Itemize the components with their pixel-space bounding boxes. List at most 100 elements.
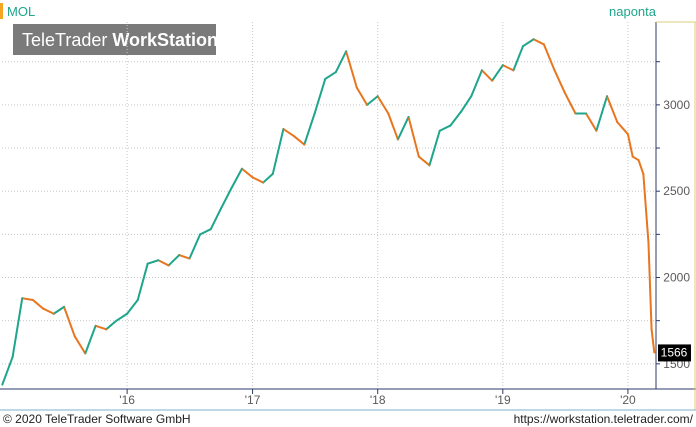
- price-segment-up: [126, 298, 139, 315]
- price-segment-down: [417, 155, 431, 167]
- price-point: [94, 324, 97, 327]
- price-segment-down: [94, 324, 108, 331]
- price-segment-down: [501, 64, 515, 72]
- price-point: [460, 110, 462, 113]
- price-point: [157, 259, 160, 262]
- footer-url[interactable]: https://workstation.teletrader.com/: [514, 412, 694, 426]
- price-segment-up: [459, 95, 473, 113]
- price-point: [376, 95, 379, 98]
- price-point: [606, 95, 608, 98]
- watermark-product: WorkStation: [112, 30, 218, 50]
- price-point: [42, 307, 45, 310]
- price-point: [188, 257, 191, 260]
- price-segment-up: [595, 95, 609, 132]
- price-point: [543, 43, 545, 46]
- price-point: [292, 135, 295, 137]
- price-point: [647, 242, 650, 244]
- price-segment-down: [542, 43, 556, 72]
- price-point: [345, 50, 348, 53]
- price-segment-down: [616, 121, 629, 136]
- price-segment-down: [42, 307, 55, 315]
- y-tick-label: 2000: [663, 271, 690, 285]
- price-segment-up: [230, 167, 243, 189]
- price-segment-up: [52, 305, 66, 315]
- price-point: [553, 69, 556, 72]
- price-point: [532, 38, 535, 41]
- price-point: [31, 299, 34, 301]
- price-point: [563, 91, 566, 94]
- price-point: [616, 121, 619, 124]
- price-point: [642, 173, 645, 175]
- price-segment-down: [63, 305, 76, 338]
- price-segment-up: [262, 172, 274, 184]
- price-segment-up: [105, 319, 118, 331]
- price-point: [438, 129, 441, 132]
- price-segment-up: [115, 312, 129, 322]
- price-segment-down: [585, 112, 598, 132]
- x-axis: '16 '17 '18 '19 '20: [119, 389, 636, 407]
- price-point: [407, 116, 410, 118]
- price-segment-down: [292, 134, 306, 146]
- price-point: [324, 78, 327, 80]
- x-tick-label: '16: [119, 393, 135, 407]
- x-tick-label: '18: [370, 393, 386, 407]
- price-point: [491, 79, 494, 82]
- price-point: [480, 69, 483, 72]
- price-segment-down: [376, 95, 390, 115]
- period-label: naponta: [609, 4, 657, 19]
- price-point: [251, 176, 254, 179]
- price-segment-up: [303, 112, 316, 146]
- last-value-box: [658, 344, 691, 362]
- price-segment-down: [631, 155, 640, 162]
- x-tick-label: '17: [245, 393, 261, 407]
- price-segment-down: [251, 176, 265, 184]
- price-segment-up: [84, 324, 97, 355]
- price-segment-down: [387, 112, 399, 141]
- price-point: [637, 159, 640, 162]
- x-tick-label: '19: [495, 393, 511, 407]
- price-segment-down: [31, 298, 45, 310]
- price-point: [241, 167, 243, 170]
- y-tick-label: 2500: [663, 184, 690, 198]
- price-point: [262, 181, 265, 184]
- price-segment-down: [157, 259, 170, 267]
- price-point: [11, 356, 14, 358]
- price-point: [650, 328, 653, 331]
- price-segment-up: [449, 110, 462, 127]
- price-segment-up: [512, 45, 525, 72]
- price-point: [1, 383, 4, 386]
- price-segment-up: [334, 50, 348, 74]
- chart-title: MOL: [7, 4, 35, 19]
- price-segment-down: [647, 241, 653, 331]
- price-point: [522, 45, 524, 48]
- price-point: [146, 262, 149, 265]
- price-segment-down: [642, 172, 650, 244]
- price-point: [355, 86, 358, 89]
- price-point: [84, 352, 87, 355]
- price-point: [470, 95, 473, 98]
- price-point: [595, 129, 598, 132]
- price-point: [449, 124, 452, 127]
- price-segment-up: [522, 38, 535, 48]
- watermark-logo: TeleTrader WorkStation: [22, 30, 218, 50]
- price-point: [199, 233, 202, 236]
- price-point: [52, 312, 55, 315]
- price-segment-up: [199, 228, 212, 236]
- x-tick-label: '20: [620, 393, 636, 407]
- price-point: [167, 264, 170, 267]
- price-segment-up: [271, 128, 285, 175]
- price-point: [209, 228, 212, 231]
- price-segment-down: [240, 167, 254, 179]
- footer-copyright: © 2020 TeleTrader Software GmbH: [3, 412, 191, 426]
- price-segment-down: [637, 159, 645, 175]
- price-segment-down: [178, 254, 191, 260]
- price-segment-up: [470, 69, 483, 98]
- price-segment-up: [136, 262, 149, 301]
- price-segment-up: [188, 233, 202, 260]
- price-segment-up: [209, 207, 223, 231]
- price-point: [387, 112, 390, 115]
- symbol-accent-bar: [0, 3, 3, 19]
- price-segment-down: [345, 50, 358, 89]
- price-point: [631, 155, 634, 158]
